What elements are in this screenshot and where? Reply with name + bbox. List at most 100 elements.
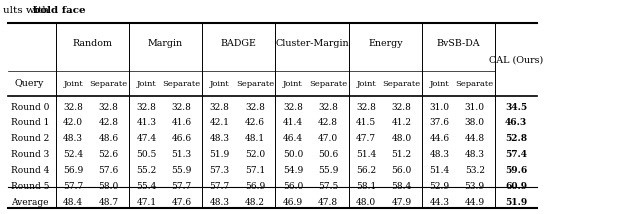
Text: 56.9: 56.9 (244, 182, 265, 191)
Text: 56.9: 56.9 (63, 166, 83, 175)
Text: 41.6: 41.6 (172, 118, 191, 127)
Text: 56.2: 56.2 (356, 166, 376, 175)
Text: 44.9: 44.9 (465, 198, 484, 207)
Text: 57.7: 57.7 (63, 182, 83, 191)
Text: bold face: bold face (33, 6, 86, 15)
Text: Margin: Margin (148, 39, 183, 48)
Text: 47.4: 47.4 (136, 134, 157, 143)
Text: Random: Random (72, 39, 112, 48)
Text: 51.3: 51.3 (172, 150, 191, 159)
Text: 52.4: 52.4 (63, 150, 83, 159)
Text: 55.4: 55.4 (136, 182, 157, 191)
Text: 32.8: 32.8 (136, 103, 156, 111)
Text: Energy: Energy (368, 39, 403, 48)
Text: 57.6: 57.6 (98, 166, 118, 175)
Text: Round 3: Round 3 (11, 150, 49, 159)
Text: 48.3: 48.3 (210, 198, 230, 207)
Text: Joint: Joint (136, 80, 156, 88)
Text: 58.1: 58.1 (356, 182, 376, 191)
Text: BADGE: BADGE (221, 39, 257, 48)
Text: 42.8: 42.8 (318, 118, 338, 127)
Text: 47.0: 47.0 (318, 134, 338, 143)
Text: 31.0: 31.0 (465, 103, 484, 111)
Text: Average: Average (11, 198, 49, 207)
Text: 48.4: 48.4 (63, 198, 83, 207)
Text: 46.9: 46.9 (283, 198, 303, 207)
Text: ults with: ults with (3, 6, 52, 15)
Text: 58.0: 58.0 (98, 182, 118, 191)
Text: Separate: Separate (456, 80, 494, 88)
Text: BvSB-DA: BvSB-DA (436, 39, 481, 48)
Text: Separate: Separate (309, 80, 348, 88)
Text: 32.8: 32.8 (210, 103, 230, 111)
Text: 44.6: 44.6 (429, 134, 450, 143)
Text: 32.8: 32.8 (283, 103, 303, 111)
Text: 48.0: 48.0 (356, 198, 376, 207)
Text: 41.3: 41.3 (136, 118, 156, 127)
Text: 51.9: 51.9 (209, 150, 230, 159)
Text: 47.1: 47.1 (136, 198, 157, 207)
Text: 56.0: 56.0 (283, 182, 303, 191)
Text: 53.9: 53.9 (465, 182, 484, 191)
Text: Joint: Joint (283, 80, 303, 88)
Text: 46.6: 46.6 (172, 134, 191, 143)
Text: 38.0: 38.0 (465, 118, 484, 127)
Text: 60.9: 60.9 (505, 182, 527, 191)
Text: 52.8: 52.8 (505, 134, 527, 143)
Text: 32.8: 32.8 (356, 103, 376, 111)
Text: 46.3: 46.3 (505, 118, 527, 127)
Text: 55.2: 55.2 (136, 166, 157, 175)
Text: 57.1: 57.1 (244, 166, 265, 175)
Text: Round 5: Round 5 (11, 182, 49, 191)
Text: 32.8: 32.8 (245, 103, 265, 111)
Text: 46.4: 46.4 (283, 134, 303, 143)
Text: Separate: Separate (163, 80, 201, 88)
Text: 32.8: 32.8 (172, 103, 191, 111)
Text: 56.0: 56.0 (391, 166, 412, 175)
Text: 48.6: 48.6 (99, 134, 118, 143)
Text: Joint: Joint (356, 80, 376, 88)
Text: Joint: Joint (63, 80, 83, 88)
Text: Cluster-Margin: Cluster-Margin (275, 39, 349, 48)
Text: 42.6: 42.6 (245, 118, 265, 127)
Text: 48.0: 48.0 (392, 134, 412, 143)
Text: 48.3: 48.3 (429, 150, 449, 159)
Text: CAL (Ours): CAL (Ours) (489, 56, 543, 65)
Text: .: . (67, 6, 70, 15)
Text: 41.4: 41.4 (283, 118, 303, 127)
Text: 51.9: 51.9 (505, 198, 527, 207)
Text: 41.5: 41.5 (356, 118, 376, 127)
Text: 47.9: 47.9 (392, 198, 412, 207)
Text: 48.7: 48.7 (99, 198, 118, 207)
Text: Round 4: Round 4 (11, 166, 49, 175)
Text: 34.5: 34.5 (505, 103, 527, 111)
Text: 51.4: 51.4 (356, 150, 376, 159)
Text: 42.1: 42.1 (210, 118, 230, 127)
Text: 51.2: 51.2 (392, 150, 412, 159)
Text: 51.4: 51.4 (429, 166, 450, 175)
Text: 50.5: 50.5 (136, 150, 157, 159)
Text: Round 1: Round 1 (11, 118, 49, 127)
Text: 41.2: 41.2 (392, 118, 412, 127)
Text: 57.7: 57.7 (209, 182, 230, 191)
Text: 37.6: 37.6 (429, 118, 449, 127)
Text: 53.2: 53.2 (465, 166, 484, 175)
Text: 50.0: 50.0 (283, 150, 303, 159)
Text: 48.3: 48.3 (63, 134, 83, 143)
Text: 48.1: 48.1 (245, 134, 265, 143)
Text: 47.7: 47.7 (356, 134, 376, 143)
Text: 47.8: 47.8 (318, 198, 338, 207)
Text: 32.8: 32.8 (63, 103, 83, 111)
Text: 54.9: 54.9 (283, 166, 303, 175)
Text: 31.0: 31.0 (429, 103, 449, 111)
Text: 32.8: 32.8 (392, 103, 412, 111)
Text: 32.8: 32.8 (99, 103, 118, 111)
Text: Round 0: Round 0 (11, 103, 49, 111)
Text: 32.8: 32.8 (318, 103, 338, 111)
Text: 52.9: 52.9 (429, 182, 450, 191)
Text: 57.3: 57.3 (210, 166, 230, 175)
Text: Separate: Separate (89, 80, 127, 88)
Text: 55.9: 55.9 (318, 166, 339, 175)
Text: 48.3: 48.3 (465, 150, 484, 159)
Text: 50.6: 50.6 (318, 150, 339, 159)
